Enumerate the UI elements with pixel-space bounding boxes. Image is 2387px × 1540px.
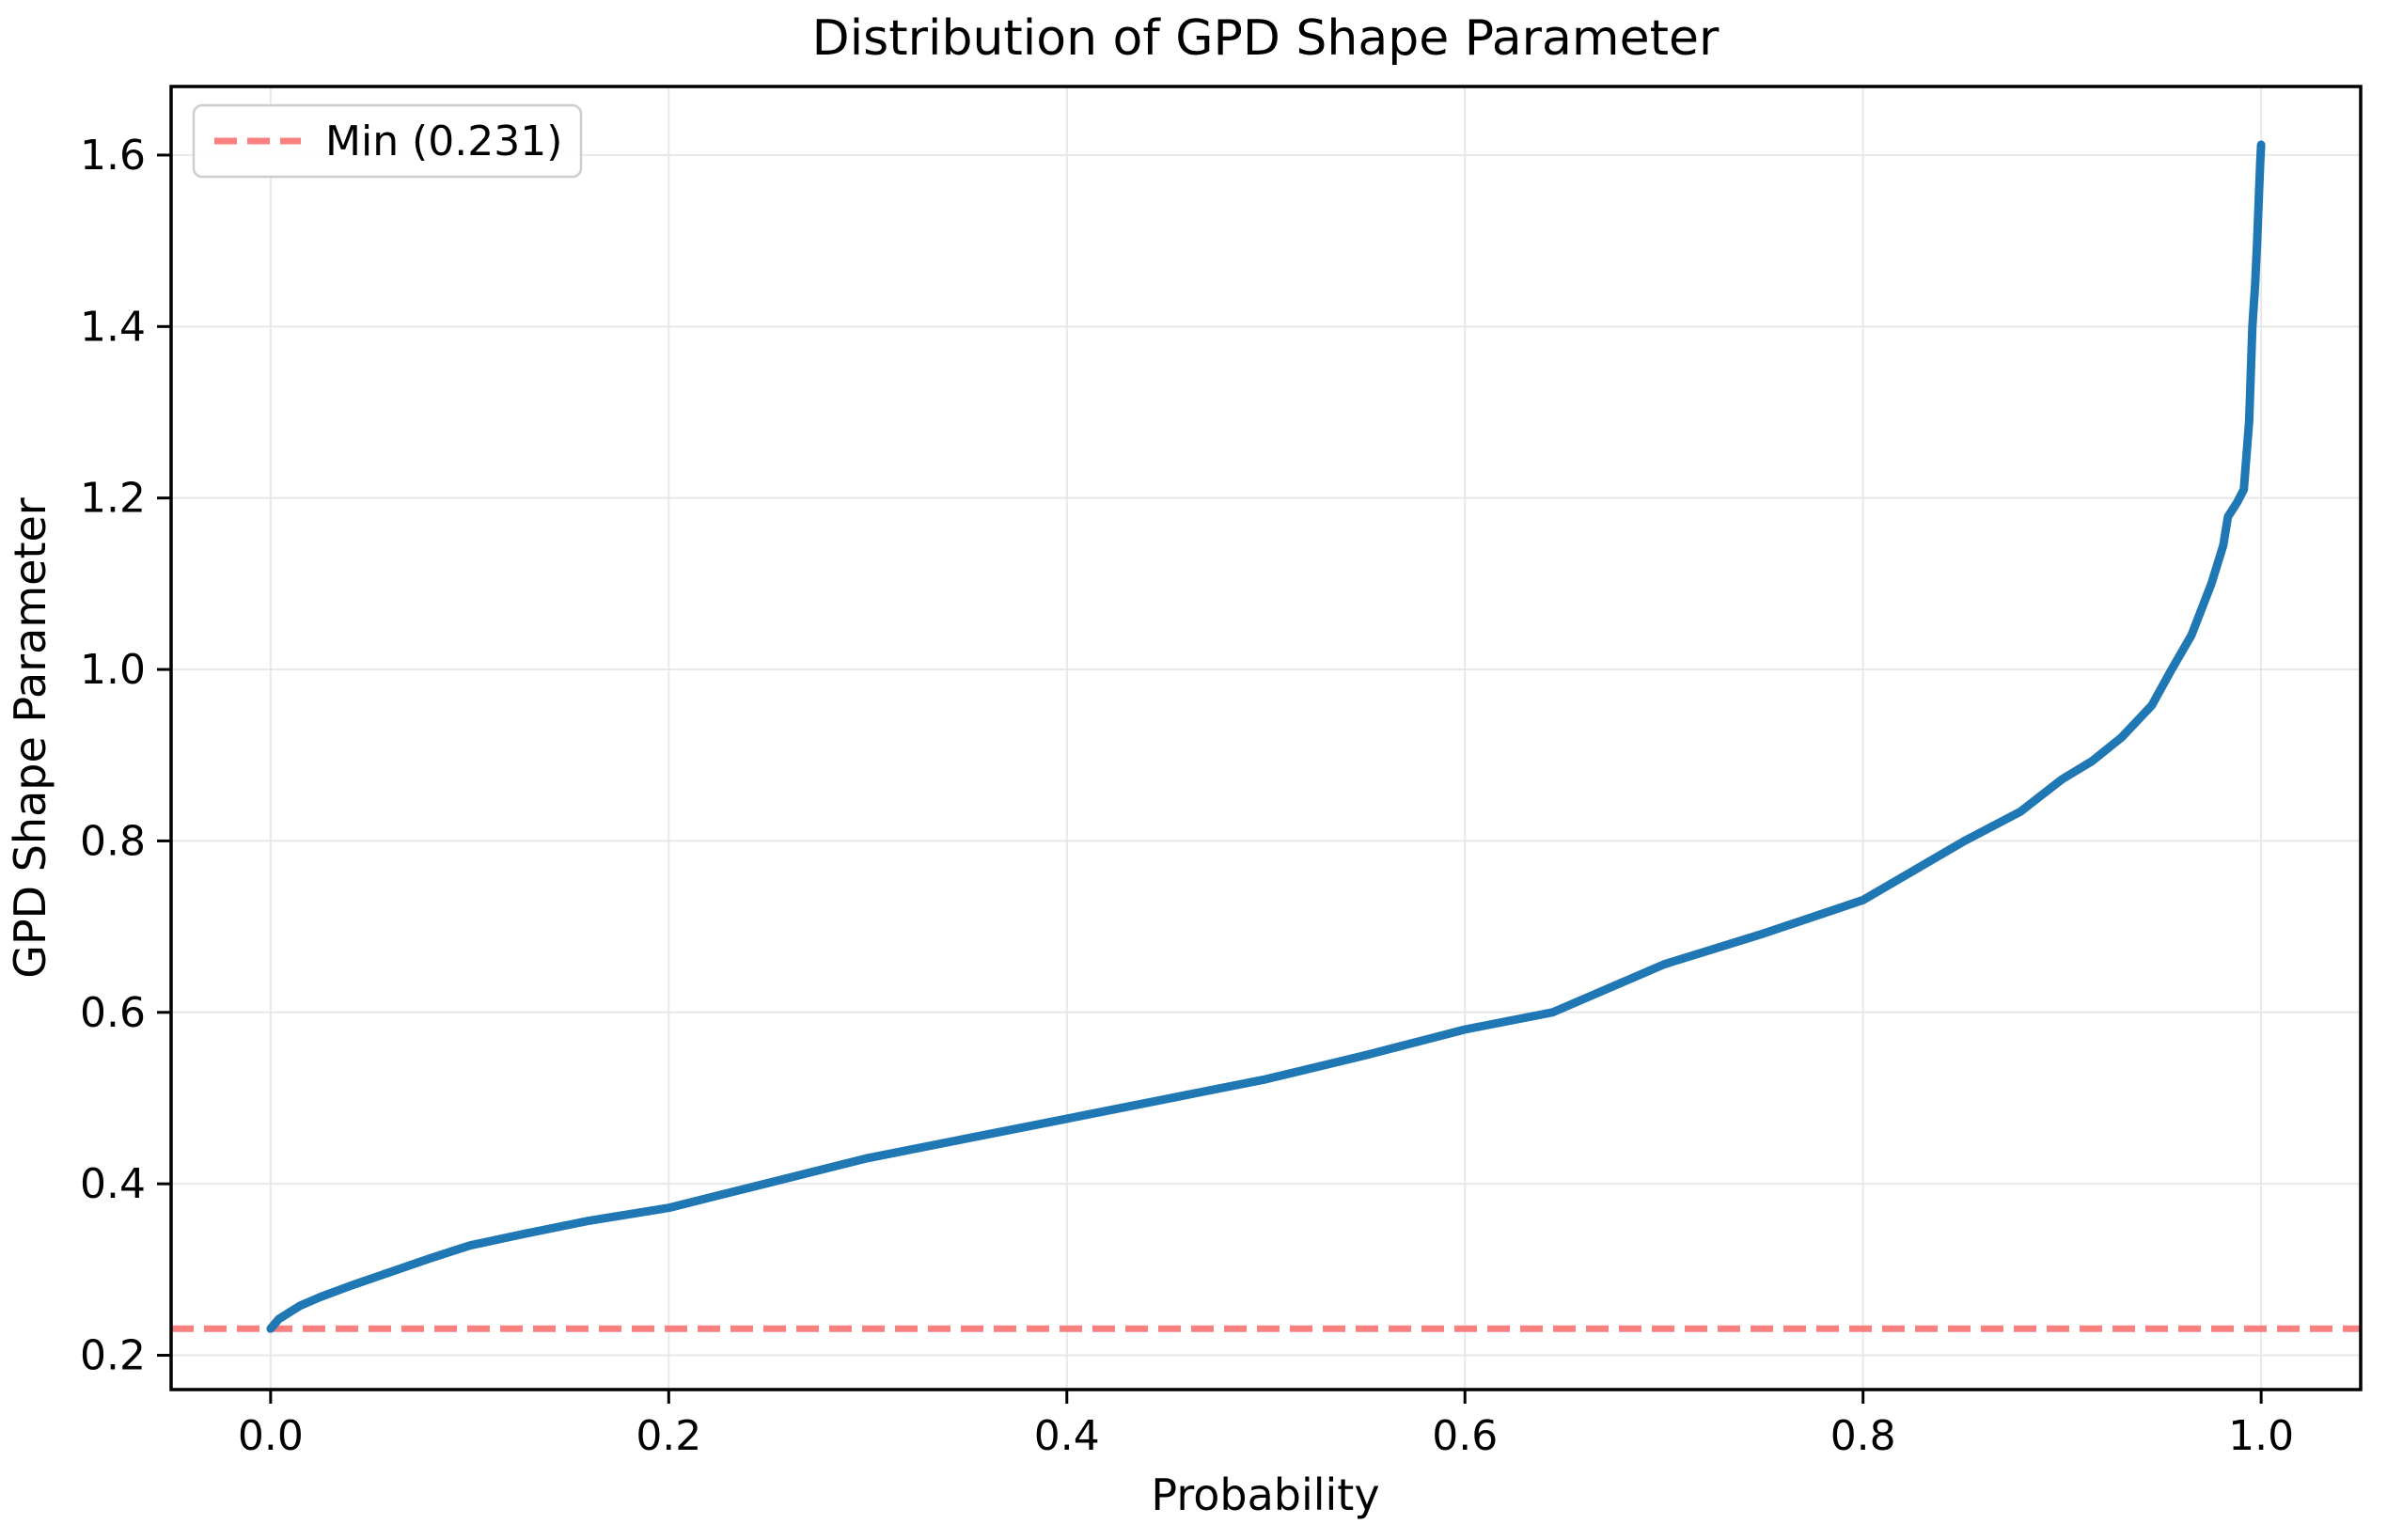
- gpd-shape-curve: [266, 140, 2266, 1333]
- y-tick-label: 0.4: [80, 1160, 146, 1208]
- y-tick-label: 1.0: [80, 646, 146, 694]
- y-tick-label: 0.6: [80, 989, 146, 1037]
- y-axis-label: GPD Shape Parameter: [5, 497, 55, 979]
- x-tick-label: 0.8: [1830, 1412, 1896, 1460]
- x-tick-label: 0.2: [636, 1412, 701, 1460]
- grid-layer: [171, 86, 2361, 1390]
- y-tick-label: 0.2: [80, 1332, 146, 1380]
- series-layer: [266, 140, 2266, 1333]
- x-axis-label: Probability: [1151, 1469, 1379, 1520]
- legend-box: [192, 103, 583, 179]
- legend: Min (0.231): [192, 103, 583, 179]
- y-tick-label: 0.8: [80, 817, 146, 865]
- tick-layer: 0.0 0.2 0.4 0.6 0.8 1.0 0.2 0.4 0.6 0.8 1.0 1.2 1.4 1…: [80, 132, 2294, 1460]
- axes-spines: [169, 85, 2363, 1391]
- y-tick-label: 1.4: [80, 303, 146, 351]
- x-tick-label: 0.6: [1432, 1412, 1498, 1460]
- y-tick-label: 1.2: [80, 475, 146, 523]
- chart-title: Distribution of GPD Shape Parameter: [812, 10, 1720, 67]
- y-tick-label: 1.6: [80, 132, 146, 180]
- legend-min-label: Min (0.231): [325, 118, 562, 165]
- x-tick-label: 0.0: [238, 1412, 304, 1460]
- x-tick-label: 0.4: [1034, 1412, 1100, 1460]
- x-tick-label: 1.0: [2228, 1412, 2294, 1460]
